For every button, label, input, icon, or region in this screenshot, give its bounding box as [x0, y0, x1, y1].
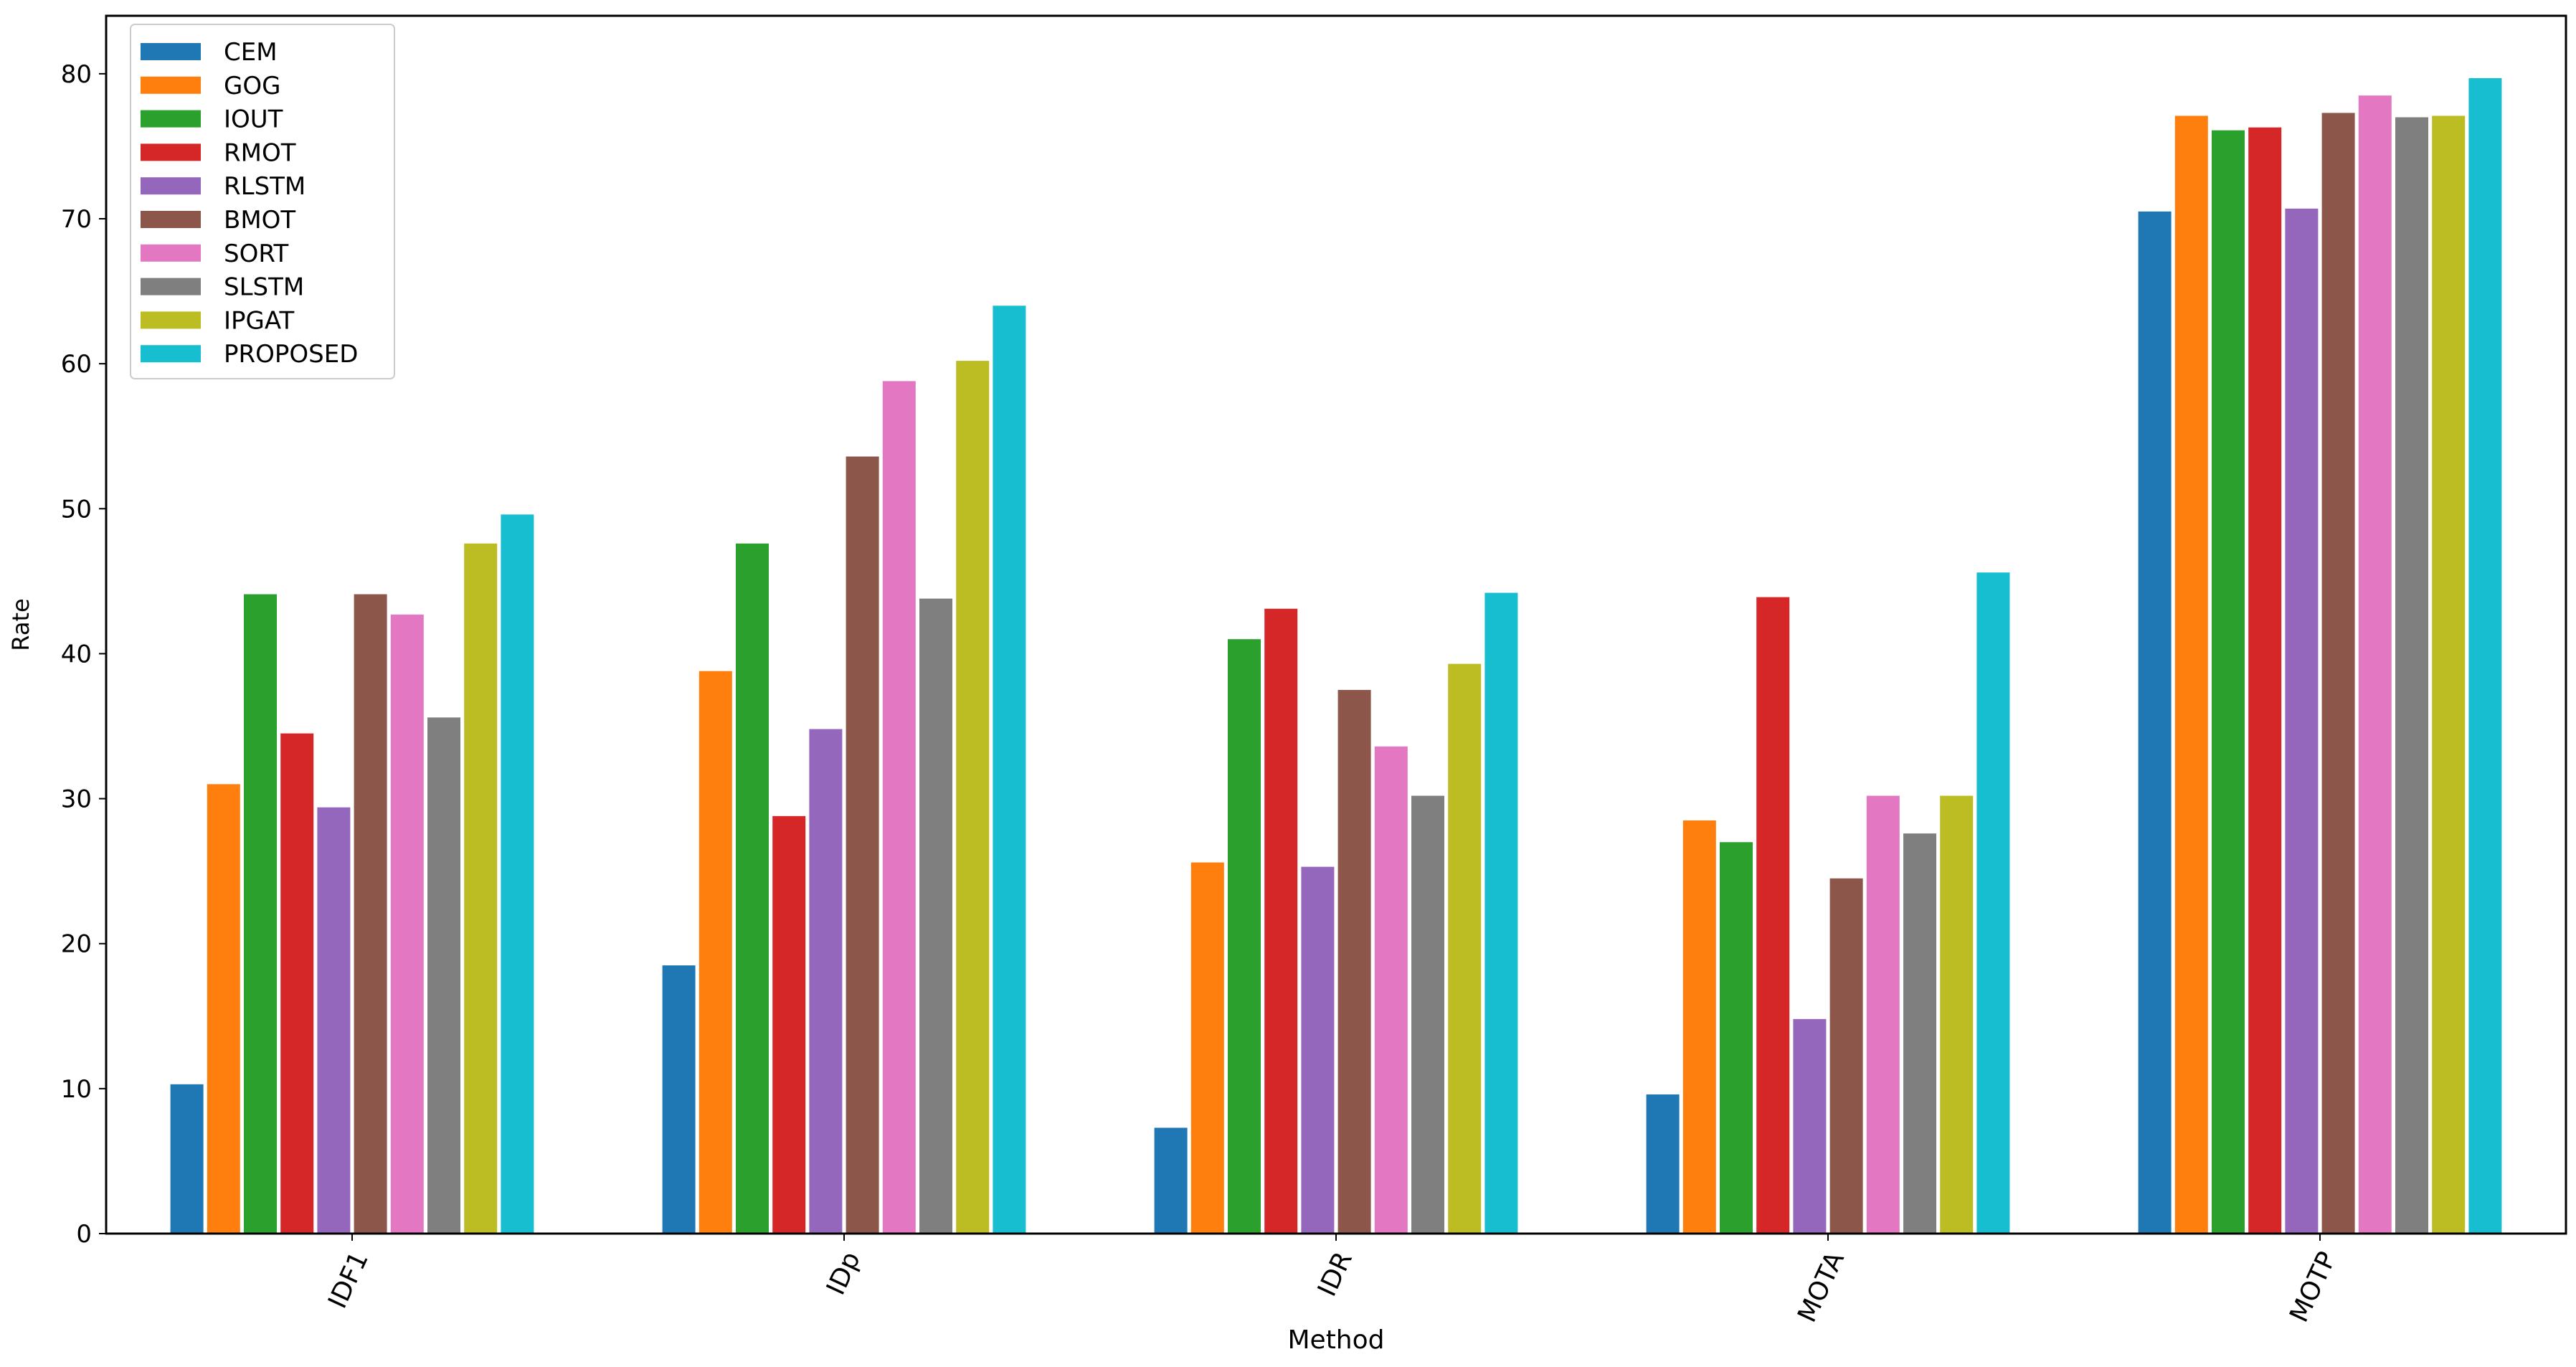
bar-cem-motp: [2138, 211, 2172, 1234]
bar-proposed-idp: [993, 306, 1026, 1234]
legend-swatch-rmot: [141, 143, 201, 161]
x-tick-label-idp: IDp: [821, 1247, 866, 1300]
bar-cem-idr: [1154, 1127, 1188, 1234]
bar-bmot-idf1: [354, 594, 387, 1234]
bar-rlstm-idf1: [317, 807, 351, 1234]
bar-bmot-idp: [846, 456, 879, 1234]
bar-sort-idr: [1374, 746, 1408, 1234]
bar-iout-idf1: [244, 594, 277, 1234]
bar-gog-mota: [1682, 820, 1716, 1234]
y-tick-label: 60: [61, 350, 92, 379]
bar-bmot-idr: [1337, 689, 1371, 1234]
bar-iout-idr: [1228, 639, 1261, 1234]
legend-label-proposed: PROPOSED: [224, 340, 358, 369]
bar-bmot-motp: [2321, 113, 2355, 1234]
legend-swatch-cem: [141, 43, 201, 60]
bar-iout-mota: [1720, 842, 1753, 1234]
y-tick-label: 30: [61, 785, 92, 814]
legend-swatch-rlstm: [141, 177, 201, 195]
legend-label-gog: GOG: [224, 72, 280, 100]
legend-label-slstm: SLSTM: [224, 273, 304, 302]
bar-slstm-idf1: [427, 717, 460, 1234]
bar-slstm-idp: [919, 598, 952, 1234]
legend-label-iout: IOUT: [224, 105, 283, 134]
x-tick-label-motp: MOTP: [2284, 1247, 2342, 1327]
bar-rmot-idr: [1264, 608, 1298, 1234]
bar-ipgat-idp: [956, 361, 990, 1234]
bar-iout-idp: [736, 543, 769, 1234]
legend-swatch-bmot: [141, 211, 201, 228]
x-tick-label-idr: IDR: [1312, 1247, 1358, 1301]
y-tick-label: 50: [61, 495, 92, 524]
bar-gog-idf1: [207, 784, 240, 1234]
bar-slstm-motp: [2395, 117, 2428, 1234]
legend-swatch-iout: [141, 110, 201, 128]
bar-gog-idp: [699, 671, 732, 1234]
x-axis: IDF1 IDp IDR MOTA MOTP: [323, 1234, 2342, 1327]
bar-cem-mota: [1646, 1094, 1680, 1234]
bar-rlstm-idp: [809, 729, 843, 1234]
bar-gog-motp: [2174, 115, 2208, 1234]
legend-swatch-proposed: [141, 345, 201, 363]
y-tick-label: 0: [76, 1220, 92, 1249]
legend-swatch-slstm: [141, 278, 201, 295]
y-axis-title: Rate: [7, 598, 34, 651]
y-tick-label: 80: [61, 60, 92, 89]
bar-sort-idf1: [390, 614, 424, 1234]
bar-rlstm-motp: [2285, 208, 2319, 1234]
bar-sort-motp: [2358, 95, 2392, 1234]
x-axis-title: Method: [1287, 1325, 1384, 1355]
x-tick-label-mota: MOTA: [1792, 1247, 1850, 1327]
bar-sort-mota: [1866, 795, 1900, 1234]
y-tick-label: 10: [61, 1075, 92, 1104]
bar-rmot-idp: [772, 815, 806, 1234]
bar-slstm-idr: [1411, 795, 1444, 1234]
y-tick-label: 40: [61, 640, 92, 668]
x-tick-label-idf1: IDF1: [323, 1247, 374, 1313]
bar-cem-idf1: [170, 1084, 204, 1234]
legend-label-sort: SORT: [224, 240, 288, 268]
y-tick-label: 20: [61, 930, 92, 959]
bar-slstm-mota: [1903, 833, 1936, 1234]
bar-ipgat-idf1: [464, 543, 498, 1234]
bar-proposed-idf1: [501, 514, 534, 1234]
bar-gog-idr: [1190, 862, 1224, 1234]
legend-label-bmot: BMOT: [224, 206, 295, 235]
bar-ipgat-motp: [2432, 115, 2466, 1234]
y-tick-label: 70: [61, 205, 92, 234]
bar-rmot-idf1: [280, 733, 314, 1234]
bar-proposed-idr: [1484, 592, 1518, 1234]
legend-label-ipgat: IPGAT: [224, 306, 294, 335]
legend-label-rlstm: RLSTM: [224, 172, 306, 201]
legend-label-rmot: RMOT: [224, 138, 296, 167]
bar-rmot-mota: [1756, 597, 1790, 1234]
bar-ipgat-mota: [1940, 795, 1974, 1234]
legend-label-cem: CEM: [224, 38, 278, 67]
bar-proposed-mota: [1976, 572, 2010, 1234]
bar-proposed-motp: [2468, 77, 2502, 1234]
y-axis: 0 10 20 30 40 50 60 70 80: [61, 60, 106, 1249]
legend-swatch-sort: [141, 244, 201, 262]
bars-layer: [170, 77, 2502, 1234]
bar-ipgat-idr: [1448, 663, 1482, 1234]
bar-rlstm-idr: [1301, 866, 1335, 1234]
legend: CEM GOG IOUT RMOT RLSTM BMOT SORT SLSTM IPGAT PRO…: [130, 24, 395, 379]
bar-bmot-mota: [1829, 878, 1863, 1234]
legend-swatch-ipgat: [141, 311, 201, 329]
bar-rmot-motp: [2248, 127, 2282, 1234]
bar-cem-idp: [662, 965, 696, 1234]
bar-rlstm-mota: [1793, 1018, 1827, 1234]
legend-swatch-gog: [141, 76, 201, 94]
bar-sort-idp: [882, 381, 916, 1234]
bar-iout-motp: [2212, 130, 2245, 1234]
